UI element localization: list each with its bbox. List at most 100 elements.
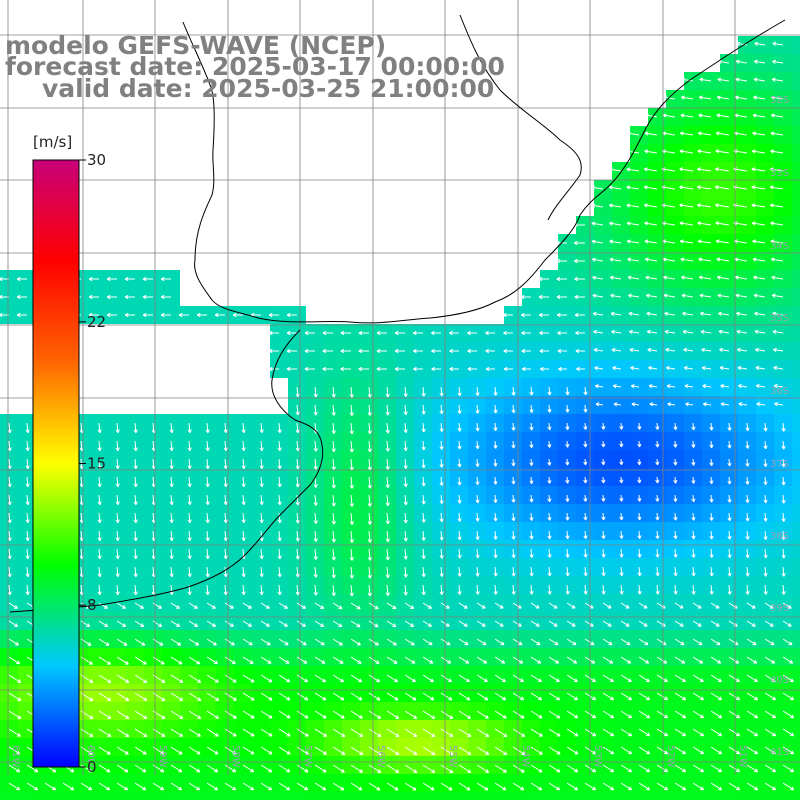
wind-arrow <box>665 330 676 334</box>
wind-arrow-head <box>583 391 587 396</box>
wind-arrow-head <box>771 257 775 260</box>
wind-arrow <box>609 204 622 208</box>
speed-cell <box>576 792 594 800</box>
wind-arrow <box>716 240 730 244</box>
speed-cell <box>792 738 800 756</box>
wind-arrow-head <box>449 330 453 334</box>
wind-arrow-head <box>666 365 670 369</box>
wind-arrow <box>662 150 676 154</box>
wind-arrow <box>700 330 712 334</box>
wind-arrow-head <box>680 239 684 242</box>
wind-arrow-head <box>754 59 758 62</box>
wind-arrow <box>737 348 748 352</box>
wind-arrow <box>702 367 712 370</box>
wind-arrow-head <box>88 276 93 280</box>
wind-arrow-head <box>88 312 93 316</box>
wind-arrow <box>644 150 658 154</box>
wind-arrow-head <box>752 257 757 260</box>
wind-arrow-head <box>752 239 756 242</box>
wind-arrow <box>666 367 676 370</box>
wind-arrow <box>512 386 515 396</box>
wind-arrow-head <box>719 347 723 350</box>
wind-arrow-head <box>413 348 417 352</box>
wind-arrow-head <box>385 393 389 398</box>
wind-arrow-head <box>683 347 688 350</box>
wind-arrow <box>733 150 748 154</box>
wind-arrow-head <box>485 366 490 370</box>
wind-arrow <box>665 349 676 352</box>
wind-arrow-head <box>331 412 335 416</box>
wind-arrow-head <box>439 392 443 397</box>
wind-arrow-head <box>663 95 667 98</box>
wind-arrow-head <box>770 131 775 134</box>
wind-arrow <box>593 312 604 316</box>
wind-arrow-head <box>733 221 738 224</box>
speed-cell <box>630 792 648 800</box>
wind-arrow-head <box>679 185 683 188</box>
wind-arrow-head <box>376 348 381 352</box>
wind-arrow <box>679 204 694 208</box>
wind-arrow-head <box>583 408 587 413</box>
wind-arrow-head <box>124 294 129 298</box>
wind-arrow-head <box>511 392 515 396</box>
wind-arrow <box>613 385 622 388</box>
wind-arrow-head <box>557 330 561 334</box>
wind-arrow-head <box>699 293 704 296</box>
speed-cell <box>792 72 800 90</box>
speed-cell <box>648 792 666 800</box>
wind-arrow-head <box>772 311 777 314</box>
wind-arrow-head <box>467 348 471 352</box>
wind-arrow <box>512 404 515 413</box>
wind-arrow-head <box>358 366 363 370</box>
wind-arrow-head <box>304 330 309 334</box>
wind-arrow-head <box>268 330 273 334</box>
speed-cell <box>792 666 800 684</box>
wind-arrow <box>770 222 784 226</box>
wind-arrow <box>736 60 748 64</box>
wind-arrow-head <box>716 257 721 260</box>
wind-arrow <box>679 186 694 190</box>
wind-arrow <box>386 404 389 416</box>
wind-arrow-head <box>679 167 684 170</box>
wind-arrow-head <box>736 59 740 62</box>
wind-arrow-head <box>340 348 345 352</box>
wind-arrow-head <box>664 311 669 314</box>
wind-arrow <box>751 168 766 172</box>
wind-arrow <box>662 258 676 262</box>
wind-arrow <box>715 168 730 172</box>
speed-cell <box>198 792 216 800</box>
wind-arrow <box>609 258 622 262</box>
wind-arrow-head <box>684 384 689 387</box>
wind-arrow-head <box>0 294 3 298</box>
speed-cell <box>594 792 612 800</box>
wind-arrow-head <box>771 113 775 116</box>
wind-arrow <box>350 386 353 398</box>
wind-arrow-head <box>735 95 739 98</box>
wind-arrow <box>717 96 730 100</box>
wind-arrow-head <box>663 275 667 278</box>
wind-arrow <box>629 330 640 334</box>
wind-arrow-head <box>576 366 580 370</box>
wind-arrow <box>627 132 640 136</box>
wind-arrow-head <box>628 293 632 296</box>
speed-cell <box>18 792 36 800</box>
wind-arrow-head <box>626 203 631 206</box>
wind-arrow-head <box>268 348 273 352</box>
wind-arrow <box>736 312 748 316</box>
wind-arrow-head <box>754 311 758 314</box>
wind-arrow-head <box>682 329 687 332</box>
wind-arrow-head <box>770 203 774 206</box>
wind-arrow-head <box>521 312 525 316</box>
wind-arrow <box>611 349 622 352</box>
wind-arrow-head <box>681 95 685 98</box>
wind-arrow-head <box>385 412 389 416</box>
wind-arrow-head <box>626 221 631 224</box>
wind-arrow <box>718 60 730 64</box>
wind-arrow <box>753 96 766 100</box>
wind-arrow-head <box>771 77 776 80</box>
wind-arrow <box>296 386 299 397</box>
wind-arrow <box>699 96 712 100</box>
wind-arrow-head <box>511 409 515 414</box>
wind-arrow <box>476 404 479 414</box>
wind-arrow-head <box>697 149 702 152</box>
